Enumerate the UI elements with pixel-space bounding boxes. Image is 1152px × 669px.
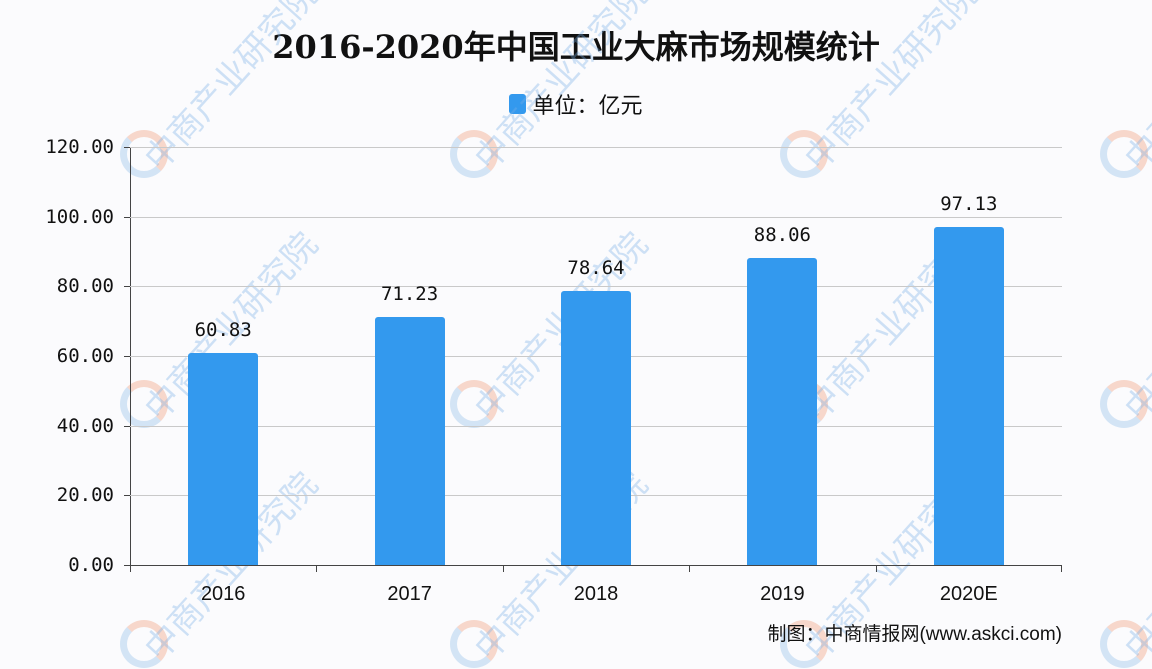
x-tick-label: 2016	[200, 583, 246, 605]
value-label: 78.64	[567, 257, 625, 280]
watermark-logo-icon	[1100, 620, 1148, 668]
x-tick	[502, 565, 504, 572]
y-tick-label: 80.00	[56, 275, 114, 298]
bar-2020E	[933, 226, 1004, 565]
value-label: 88.06	[753, 224, 811, 247]
gridline	[130, 216, 1062, 218]
gridline	[130, 147, 1062, 148]
x-tick-label: 2019	[760, 583, 805, 605]
bar-2017	[374, 316, 445, 565]
watermark-text: 中商产业研究院	[1117, 225, 1152, 429]
y-tick-label: 0.00	[68, 554, 114, 576]
watermark-text: 中商产业研究院	[1117, 465, 1152, 669]
x-tick-label: 2018	[573, 583, 619, 605]
x-axis	[130, 565, 1062, 566]
y-tick-label: 40.00	[56, 414, 114, 437]
source-caption: 制图：中商情报网(www.askci.com)	[767, 624, 1062, 645]
value-label: 71.23	[380, 282, 439, 305]
x-tick-label: 2020E	[939, 583, 998, 605]
x-tick	[875, 565, 877, 572]
y-tick	[124, 495, 130, 497]
y-tick-label: 20.00	[56, 484, 114, 507]
bar-2016	[188, 353, 259, 565]
y-tick	[124, 565, 130, 566]
x-tick	[1061, 565, 1062, 572]
legend-label: 单位：亿元	[532, 94, 643, 119]
y-tick	[124, 147, 130, 148]
bar-2018	[561, 291, 631, 565]
gridline	[130, 286, 1062, 288]
watermark-logo-icon	[120, 620, 168, 668]
legend: 单位：亿元	[0, 88, 1152, 120]
y-tick	[124, 286, 130, 288]
y-tick-label: 120.00	[45, 136, 114, 158]
chart-title: 2016-2020年中国工业大麻市场规模统计	[272, 28, 880, 66]
x-tick	[316, 565, 318, 572]
x-tick	[689, 565, 691, 572]
watermark-logo-icon	[450, 620, 498, 668]
watermark-logo-icon	[1100, 380, 1148, 428]
watermark-logo-icon	[1100, 130, 1148, 178]
plot-area: 0.00 20.00 40.00 60.00 80.00 100.00 120.00 60.8…	[45, 136, 1062, 605]
y-tick-label: 100.00	[45, 205, 114, 228]
bar-2019	[747, 258, 818, 565]
value-label: 60.83	[194, 319, 252, 342]
y-tick	[124, 425, 130, 427]
x-tick-label: 2017	[387, 583, 432, 605]
y-tick	[124, 216, 130, 218]
y-tick	[124, 356, 130, 357]
x-tick	[130, 565, 131, 572]
legend-swatch	[509, 94, 527, 114]
y-tick-label: 60.00	[56, 345, 114, 367]
value-label: 97.13	[940, 192, 998, 215]
